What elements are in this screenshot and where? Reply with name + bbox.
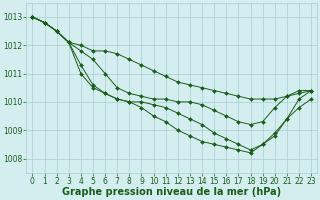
X-axis label: Graphe pression niveau de la mer (hPa): Graphe pression niveau de la mer (hPa) bbox=[62, 187, 281, 197]
